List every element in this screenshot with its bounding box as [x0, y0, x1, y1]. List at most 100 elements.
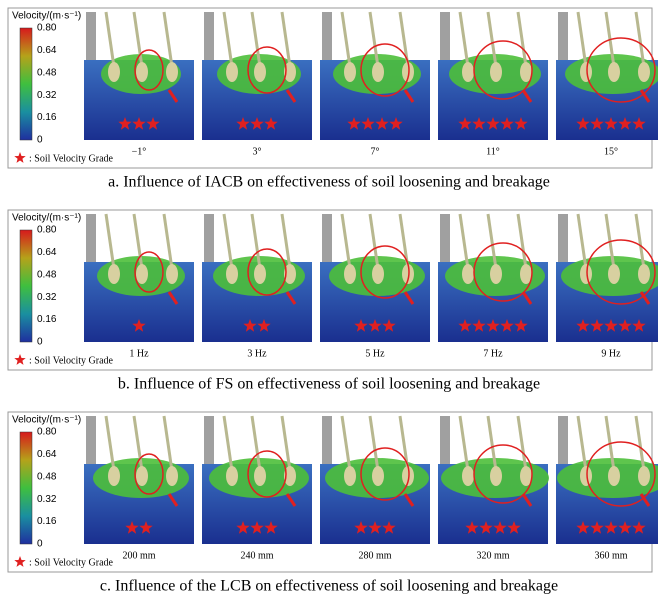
- colorbar-tick: 0.16: [37, 314, 57, 325]
- simulation-image: [84, 214, 194, 342]
- tine-tip: [108, 62, 120, 82]
- image-label: 7°: [371, 146, 380, 157]
- panel-caption: b. Influence of FS on effectiveness of s…: [118, 376, 540, 393]
- tine-tip: [136, 264, 148, 284]
- tine-tip: [638, 62, 650, 82]
- simulation-image: [202, 214, 312, 342]
- simulation-image: [202, 12, 312, 140]
- tine: [342, 12, 350, 67]
- colorbar-tick: 0.16: [37, 112, 57, 123]
- image-label: 240 mm: [240, 550, 273, 561]
- panel-caption: a. Influence of IACB on effectiveness of…: [108, 174, 550, 191]
- tine-tip: [344, 62, 356, 82]
- tine: [460, 12, 468, 67]
- tine-tip: [226, 62, 238, 82]
- colorbar-tick: 0.64: [37, 45, 57, 56]
- colorbar-tick: 0: [37, 135, 43, 146]
- tine-tip: [226, 466, 238, 486]
- simulation-image: [438, 416, 549, 544]
- simulation-image: [556, 12, 658, 140]
- colorbar-tick: 0.64: [37, 247, 57, 258]
- tine-tip: [580, 62, 592, 82]
- post: [322, 214, 332, 264]
- colorbar-tick: 0.48: [37, 471, 57, 482]
- colorbar-tick: 0.80: [37, 23, 57, 34]
- colorbar: [20, 432, 32, 544]
- post: [204, 416, 214, 466]
- image-label: 200 mm: [122, 550, 155, 561]
- tine-tip: [490, 62, 502, 82]
- legend-star: [14, 152, 25, 163]
- post: [558, 214, 568, 264]
- colorbar-tick: 0.16: [37, 516, 57, 527]
- colorbar-tick: 0.64: [37, 449, 57, 460]
- colorbar: [20, 28, 32, 140]
- tine-tip: [580, 264, 592, 284]
- post: [204, 214, 214, 264]
- tine-tip: [580, 466, 592, 486]
- tine-tip: [166, 62, 178, 82]
- post: [86, 12, 96, 62]
- simulation-image: [438, 12, 548, 140]
- image-label: −1°: [132, 146, 147, 157]
- post: [558, 12, 568, 62]
- tine: [106, 12, 114, 67]
- tine-tip: [462, 62, 474, 82]
- tine-tip: [372, 62, 384, 82]
- tine-tip: [254, 264, 266, 284]
- simulation-image: [84, 416, 194, 544]
- tine-tip: [254, 62, 266, 82]
- image-label: 3 Hz: [247, 348, 267, 359]
- tine-tip: [462, 264, 474, 284]
- image-label: 7 Hz: [483, 348, 503, 359]
- tine-tip: [136, 466, 148, 486]
- legend-label: : Soil Velocity Grade: [29, 557, 114, 568]
- legend-star: [14, 354, 25, 365]
- tine-tip: [490, 264, 502, 284]
- simulation-image: [556, 214, 658, 342]
- tine-tip: [166, 466, 178, 486]
- tine-tip: [372, 264, 384, 284]
- tine-tip: [608, 466, 620, 486]
- tine-tip: [108, 264, 120, 284]
- colorbar-label: Velocity/(m·s⁻¹): [12, 415, 81, 426]
- simulation-image: [438, 214, 548, 342]
- simulation-image: [320, 416, 430, 544]
- legend-label: : Soil Velocity Grade: [29, 355, 114, 366]
- colorbar-tick: 0.32: [37, 494, 57, 505]
- post: [440, 12, 450, 62]
- image-label: 1 Hz: [129, 348, 149, 359]
- image-label: 15°: [604, 146, 618, 157]
- colorbar-tick: 0: [37, 539, 43, 550]
- post: [204, 12, 214, 62]
- post: [322, 12, 332, 62]
- figure: Velocity/(m·s⁻¹)0.800.640.480.320.160: S…: [0, 0, 658, 598]
- colorbar-tick: 0.80: [37, 427, 57, 438]
- colorbar-label: Velocity/(m·s⁻¹): [12, 213, 81, 224]
- panel-caption: c. Influence of the LCB on effectiveness…: [100, 578, 558, 595]
- tine-tip: [344, 466, 356, 486]
- tine-tip: [490, 466, 502, 486]
- colorbar-tick: 0.48: [37, 269, 57, 280]
- image-label: 11°: [486, 146, 500, 157]
- tine-tip: [344, 264, 356, 284]
- colorbar: [20, 230, 32, 342]
- tine-tip: [638, 466, 650, 486]
- tine-tip: [372, 466, 384, 486]
- image-label: 280 mm: [358, 550, 391, 561]
- simulation-image: [320, 12, 430, 140]
- tine-tip: [608, 62, 620, 82]
- colorbar-tick: 0.80: [37, 225, 57, 236]
- image-label: 320 mm: [476, 550, 509, 561]
- post: [86, 214, 96, 264]
- tine-tip: [608, 264, 620, 284]
- simulation-image: [84, 12, 194, 140]
- tine-tip: [638, 264, 650, 284]
- post: [558, 416, 568, 466]
- simulation-image: [320, 214, 430, 342]
- post: [440, 214, 450, 264]
- colorbar-tick: 0: [37, 337, 43, 348]
- tine-tip: [462, 466, 474, 486]
- image-label: 9 Hz: [601, 348, 621, 359]
- tine-tip: [108, 466, 120, 486]
